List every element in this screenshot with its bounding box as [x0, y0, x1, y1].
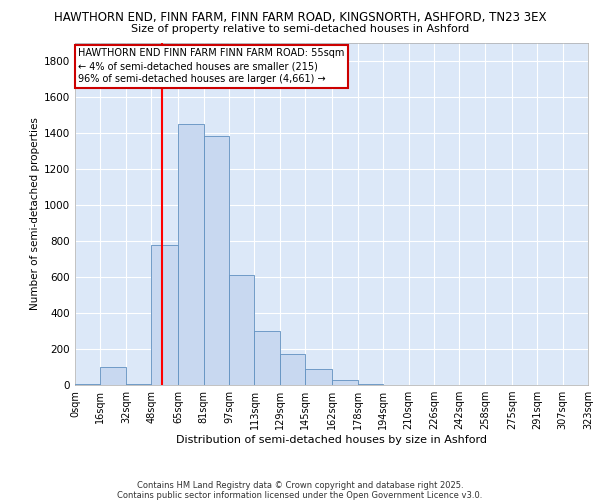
Y-axis label: Number of semi-detached properties: Number of semi-detached properties — [30, 118, 40, 310]
Text: Contains HM Land Registry data © Crown copyright and database right 2025.: Contains HM Land Registry data © Crown c… — [137, 481, 463, 490]
Bar — [305, 369, 332, 385]
Bar — [100, 367, 126, 385]
X-axis label: Distribution of semi-detached houses by size in Ashford: Distribution of semi-detached houses by … — [176, 435, 487, 445]
Bar — [75, 384, 100, 385]
Bar — [358, 384, 383, 385]
Text: HAWTHORN END, FINN FARM, FINN FARM ROAD, KINGSNORTH, ASHFORD, TN23 3EX: HAWTHORN END, FINN FARM, FINN FARM ROAD,… — [54, 11, 546, 24]
Bar — [229, 275, 254, 385]
Bar — [151, 246, 178, 385]
Bar — [280, 354, 305, 385]
Bar — [178, 124, 203, 385]
Text: Size of property relative to semi-detached houses in Ashford: Size of property relative to semi-detach… — [131, 24, 469, 34]
Bar — [332, 380, 358, 385]
Text: Contains public sector information licensed under the Open Government Licence v3: Contains public sector information licen… — [118, 491, 482, 500]
Bar — [203, 136, 229, 385]
Text: HAWTHORN END FINN FARM FINN FARM ROAD: 55sqm
← 4% of semi-detached houses are sm: HAWTHORN END FINN FARM FINN FARM ROAD: 5… — [78, 48, 344, 84]
Bar — [126, 384, 151, 385]
Bar — [254, 331, 280, 385]
